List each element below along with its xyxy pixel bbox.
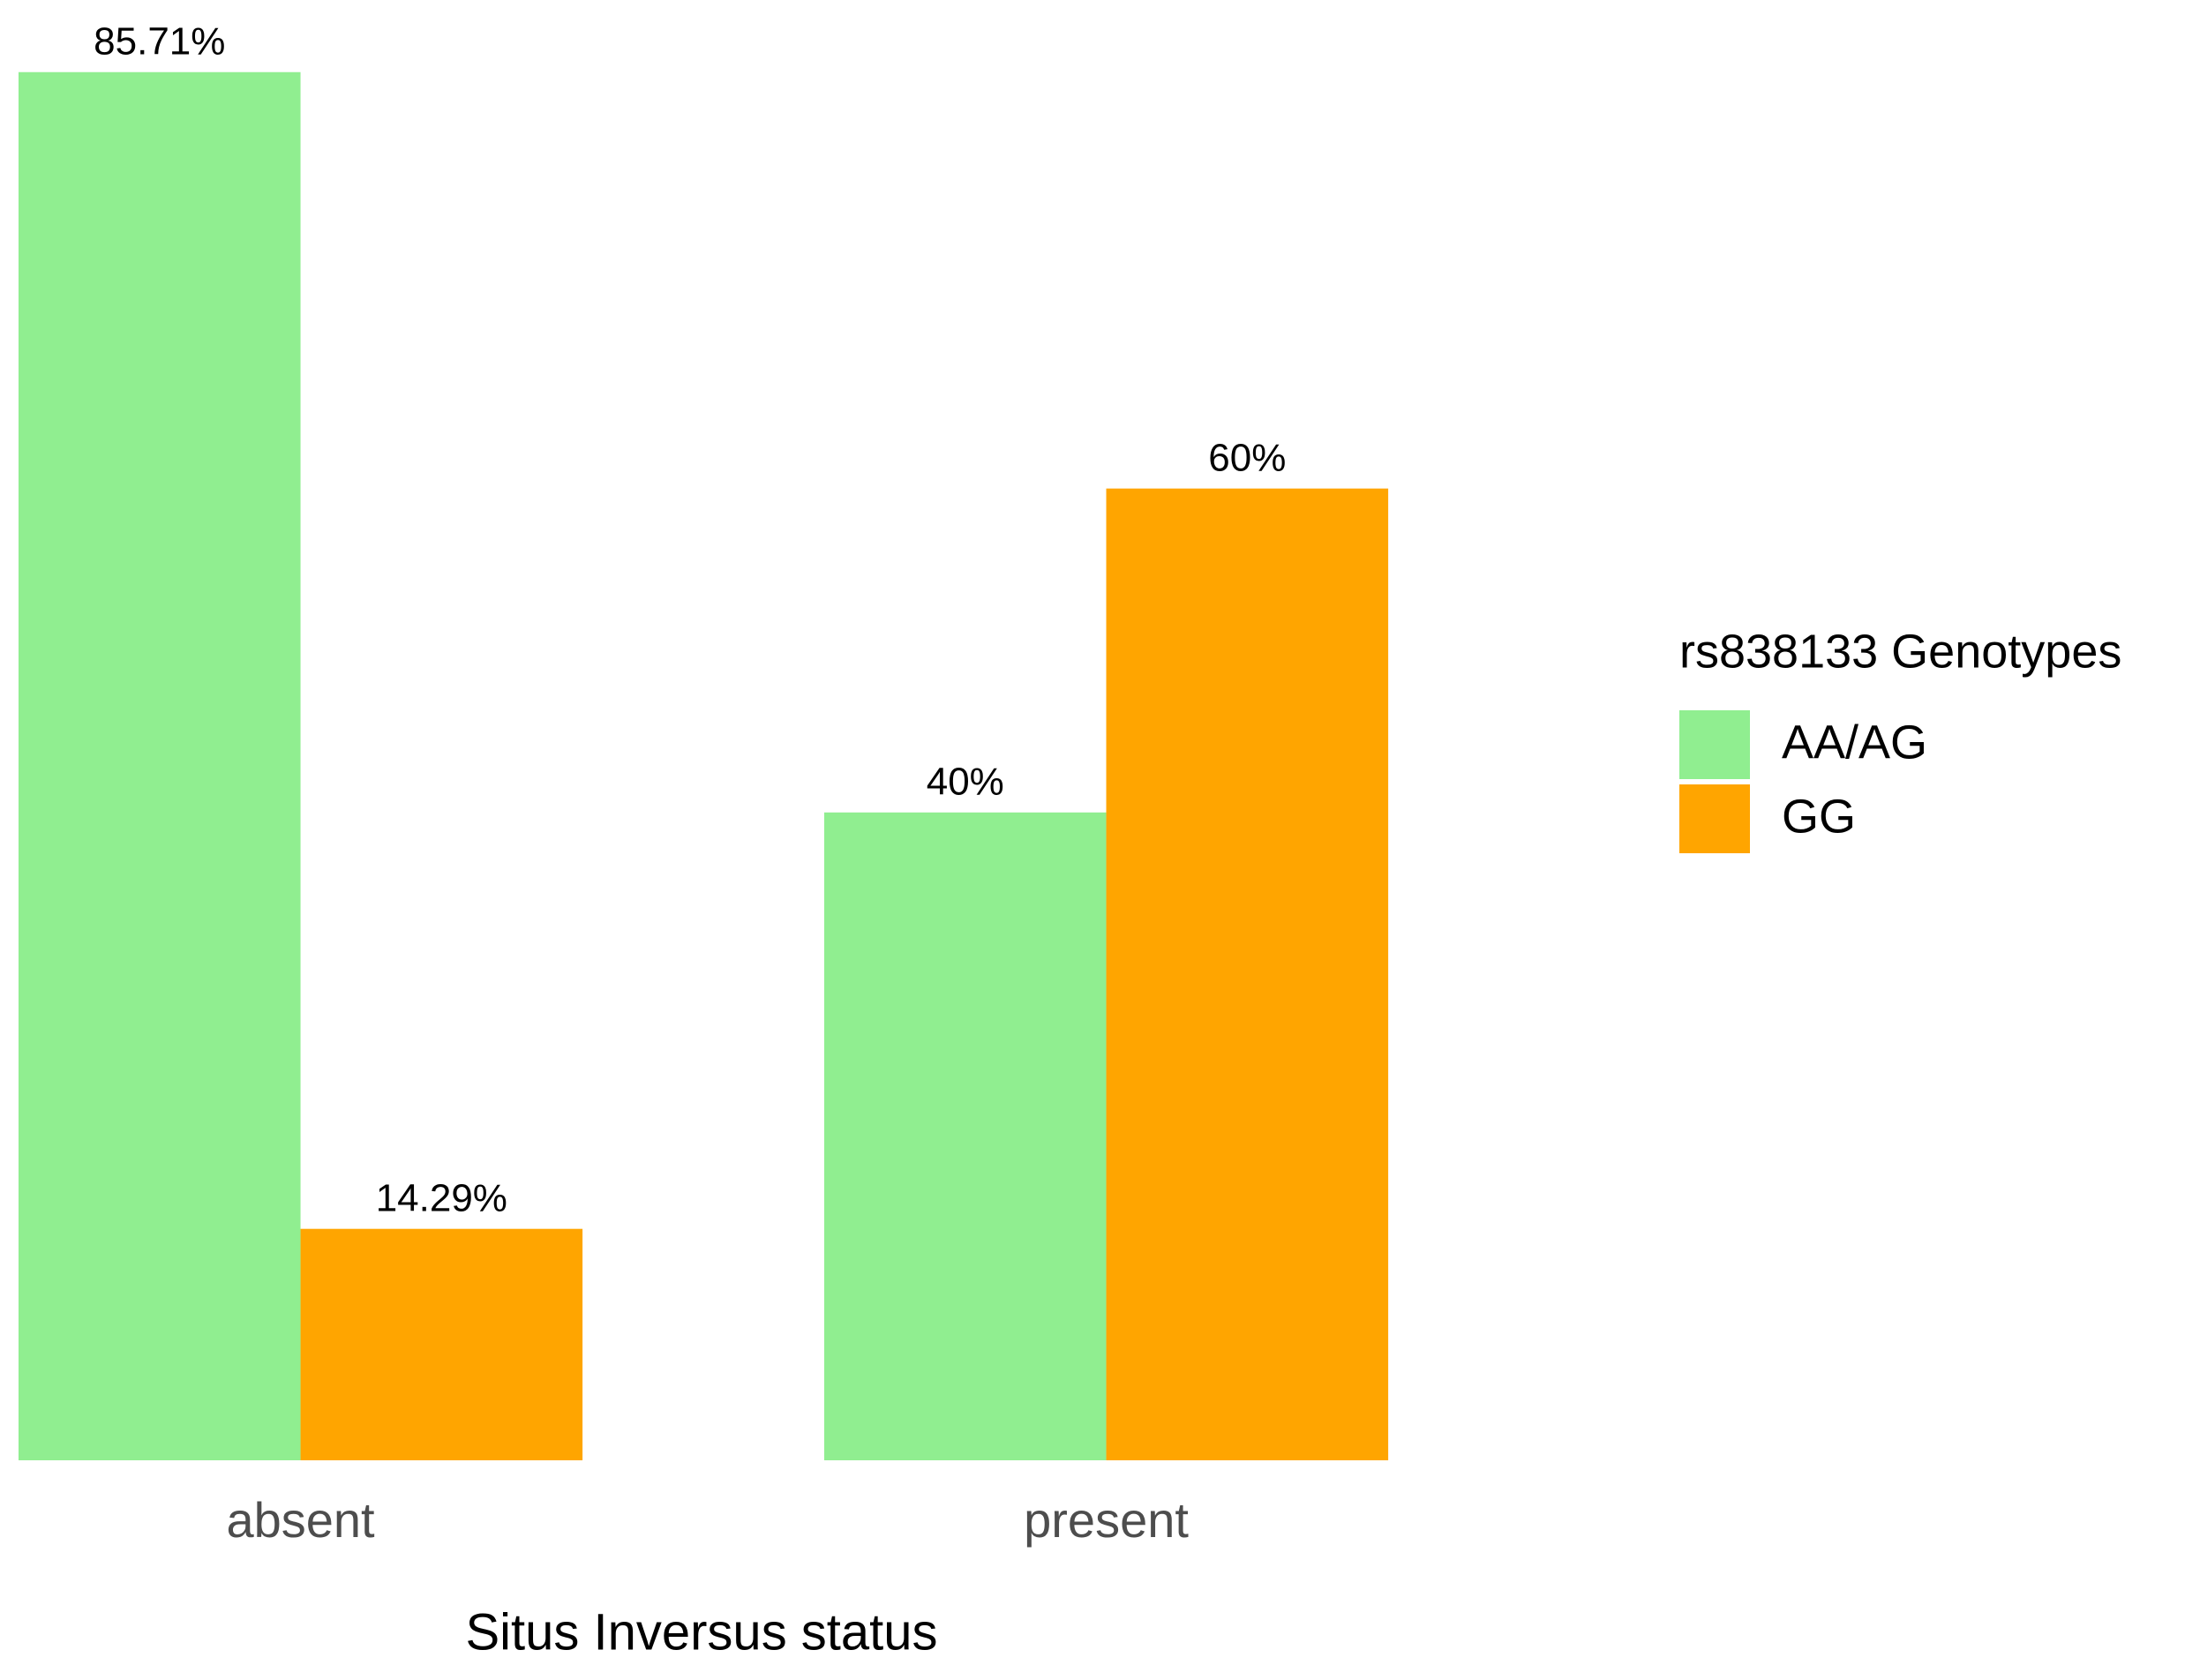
bar [824, 812, 1107, 1460]
value-label: 60% [1208, 436, 1286, 479]
x-tick-label: absent [226, 1492, 375, 1548]
value-label: 40% [927, 760, 1004, 803]
value-label: 14.29% [376, 1176, 507, 1219]
x-axis-title: Situs Inversus status [465, 1603, 937, 1661]
legend-title: rs838133 Genotypes [1679, 625, 2121, 678]
legend-key [1679, 784, 1750, 853]
legend-label: GG [1782, 790, 1856, 843]
bar [300, 1228, 583, 1460]
bar [19, 71, 301, 1460]
legend-label: AA/AG [1782, 716, 1927, 769]
value-label: 85.71% [94, 19, 225, 63]
legend-key [1679, 710, 1750, 779]
bar [1106, 488, 1389, 1460]
x-tick-label: present [1024, 1492, 1189, 1548]
